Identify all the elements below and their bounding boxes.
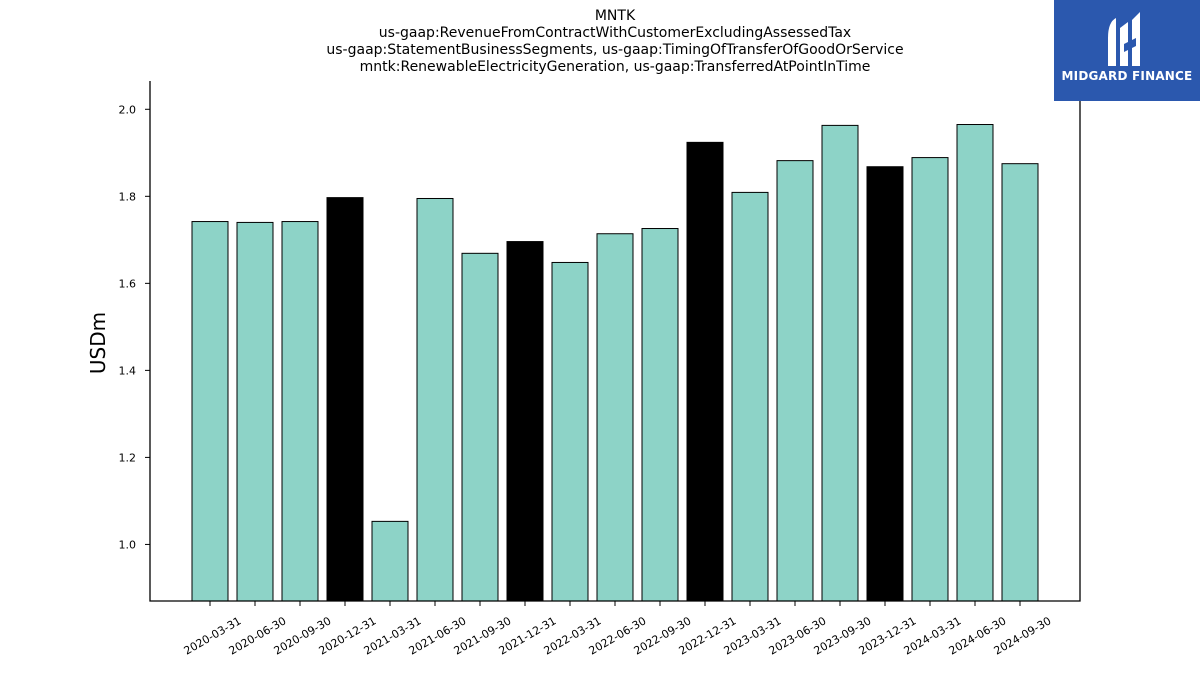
bar-2022-03-31: [551, 261, 589, 602]
bar-2021-12-31: [506, 241, 544, 602]
bar-2022-09-30: [641, 228, 679, 602]
y-tick-label: 1.6: [119, 277, 137, 290]
title-line: us-gaap:StatementBusinessSegments, us-ga…: [326, 42, 903, 58]
logo-text: MIDGARD FINANCE: [1061, 69, 1193, 83]
y-tick-label: 1.0: [119, 538, 137, 551]
bar-2021-03-31: [371, 520, 409, 602]
bar-2023-12-31: [866, 166, 904, 602]
bar-2024-09-30: [1001, 163, 1039, 602]
y-tick-label: 2.0: [119, 103, 137, 116]
bar-2020-12-31: [326, 197, 364, 602]
midgard-finance-logo: MIDGARD FINANCE: [1054, 0, 1200, 101]
x-ticks: 2020-03-312020-06-302020-09-302020-12-31…: [182, 601, 1054, 658]
bar-2024-03-31: [911, 157, 949, 602]
chart-title: MNTKus-gaap:RevenueFromContractWithCusto…: [326, 8, 903, 75]
y-ticks: 1.0 1.2 1.4 1.6 1.8 2.0: [119, 103, 150, 551]
bar-2022-06-30: [596, 233, 634, 602]
bar-2023-09-30: [821, 124, 859, 602]
bar-2020-06-30: [236, 221, 274, 602]
title-line: MNTK: [595, 8, 636, 24]
bar-2020-03-31: [191, 221, 229, 602]
y-axis-label: USDm: [86, 312, 110, 374]
bar-2021-09-30: [461, 252, 499, 602]
title-line: us-gaap:RevenueFromContractWithCustomerE…: [379, 25, 851, 41]
logo-mark-icon: [1108, 12, 1140, 66]
bar-2022-12-31: [686, 141, 724, 602]
bar-2021-06-30: [416, 197, 454, 602]
bar-2023-03-31: [731, 191, 769, 602]
y-tick-label: 1.2: [119, 451, 137, 464]
title-line: mntk:RenewableElectricityGeneration, us-…: [360, 59, 871, 75]
bar-2020-09-30: [281, 221, 319, 602]
bar-2023-06-30: [776, 160, 814, 602]
y-tick-label: 1.4: [119, 364, 137, 377]
y-tick-label: 1.8: [119, 190, 137, 203]
bars: [191, 124, 1039, 602]
bar-2024-06-30: [956, 124, 994, 602]
